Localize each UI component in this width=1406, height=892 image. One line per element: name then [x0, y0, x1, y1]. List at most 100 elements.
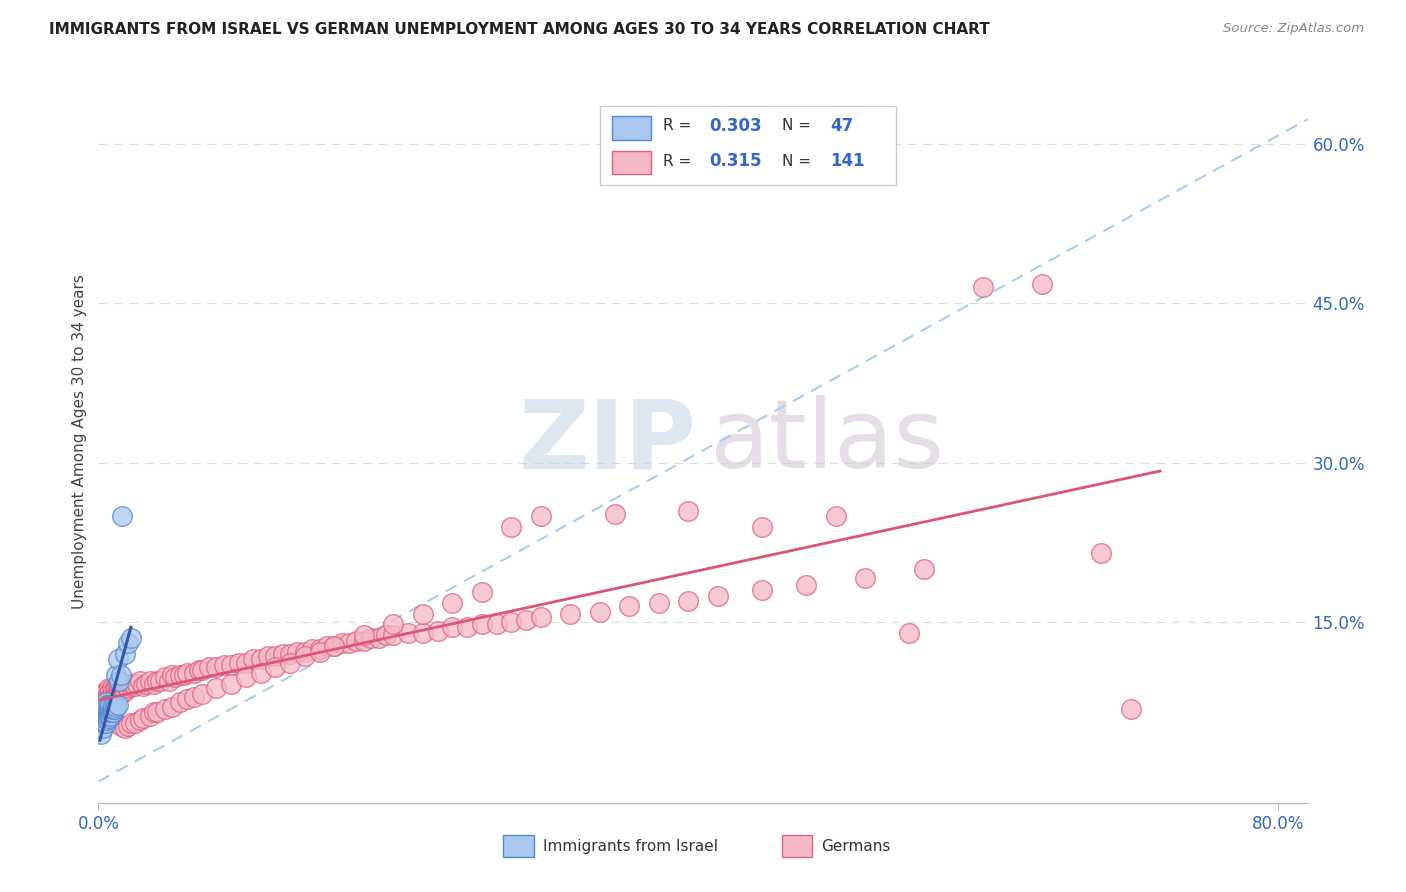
Point: [96, 698, 118, 712]
Bar: [613, 151, 651, 174]
Point: [912, 562, 935, 576]
Point: [198, 660, 221, 674]
Text: Immigrants from Israel: Immigrants from Israel: [543, 838, 718, 854]
Point: [108, 679, 131, 693]
Bar: [782, 835, 811, 857]
Point: [100, 687, 122, 701]
Point: [94, 708, 117, 723]
Point: [375, 628, 398, 642]
Point: [1031, 277, 1053, 292]
Point: [853, 570, 876, 584]
Bar: [503, 835, 534, 857]
Point: [97, 711, 120, 725]
Point: [97, 687, 120, 701]
Point: [131, 711, 153, 725]
Point: [115, 679, 138, 693]
Point: [107, 652, 129, 666]
Point: [139, 673, 162, 688]
Point: [219, 657, 242, 672]
Point: [176, 691, 198, 706]
Point: [485, 617, 508, 632]
Point: [678, 503, 700, 517]
Point: [110, 681, 132, 695]
Point: [751, 519, 773, 533]
Point: [323, 639, 346, 653]
Point: [278, 656, 301, 670]
Point: [146, 673, 169, 688]
Point: [121, 677, 143, 691]
Point: [794, 578, 817, 592]
Point: [91, 711, 114, 725]
Point: [530, 508, 553, 523]
Point: [124, 716, 146, 731]
Point: [301, 641, 323, 656]
Point: [91, 722, 114, 736]
Point: [118, 677, 141, 691]
Point: [501, 519, 523, 533]
Point: [346, 634, 368, 648]
Point: [101, 702, 124, 716]
Point: [120, 679, 142, 693]
Point: [337, 636, 360, 650]
Point: [190, 687, 212, 701]
Point: [96, 706, 118, 720]
Text: N =: N =: [782, 153, 811, 169]
Point: [412, 625, 434, 640]
Point: [91, 695, 114, 709]
Point: [108, 684, 131, 698]
Point: [353, 628, 375, 642]
Point: [706, 589, 728, 603]
Point: [93, 711, 115, 725]
Point: [94, 706, 117, 720]
Point: [242, 652, 264, 666]
Text: ZIP: ZIP: [519, 395, 697, 488]
Point: [110, 687, 132, 701]
Point: [183, 690, 205, 704]
Point: [219, 677, 242, 691]
Point: [157, 673, 180, 688]
Point: [176, 666, 198, 681]
Point: [105, 668, 128, 682]
Point: [97, 707, 120, 722]
Point: [153, 670, 176, 684]
Point: [264, 649, 287, 664]
Point: [287, 645, 309, 659]
Text: N =: N =: [782, 119, 811, 133]
Point: [515, 613, 537, 627]
Point: [96, 702, 118, 716]
Point: [471, 617, 494, 632]
Point: [353, 634, 375, 648]
Point: [97, 702, 120, 716]
Point: [294, 649, 316, 664]
Point: [101, 684, 124, 698]
Point: [100, 681, 122, 695]
Point: [367, 631, 389, 645]
Point: [441, 620, 464, 634]
Point: [93, 716, 115, 731]
Text: R =: R =: [664, 119, 692, 133]
Point: [107, 698, 129, 712]
Point: [249, 666, 271, 681]
Point: [124, 679, 146, 693]
Point: [96, 690, 118, 704]
Point: [183, 666, 205, 681]
Point: [619, 599, 641, 614]
Text: atlas: atlas: [709, 395, 945, 488]
Point: [153, 702, 176, 716]
Point: [128, 673, 150, 688]
Point: [456, 620, 478, 634]
Point: [249, 652, 271, 666]
Point: [212, 657, 235, 672]
Point: [93, 706, 115, 720]
Point: [205, 660, 228, 674]
Point: [382, 628, 405, 642]
Point: [1090, 546, 1112, 560]
Point: [98, 698, 121, 712]
Point: [108, 673, 131, 688]
Point: [105, 687, 128, 701]
Point: [120, 631, 142, 645]
Point: [898, 625, 921, 640]
Point: [94, 708, 117, 723]
Point: [93, 687, 115, 701]
Point: [94, 684, 117, 698]
